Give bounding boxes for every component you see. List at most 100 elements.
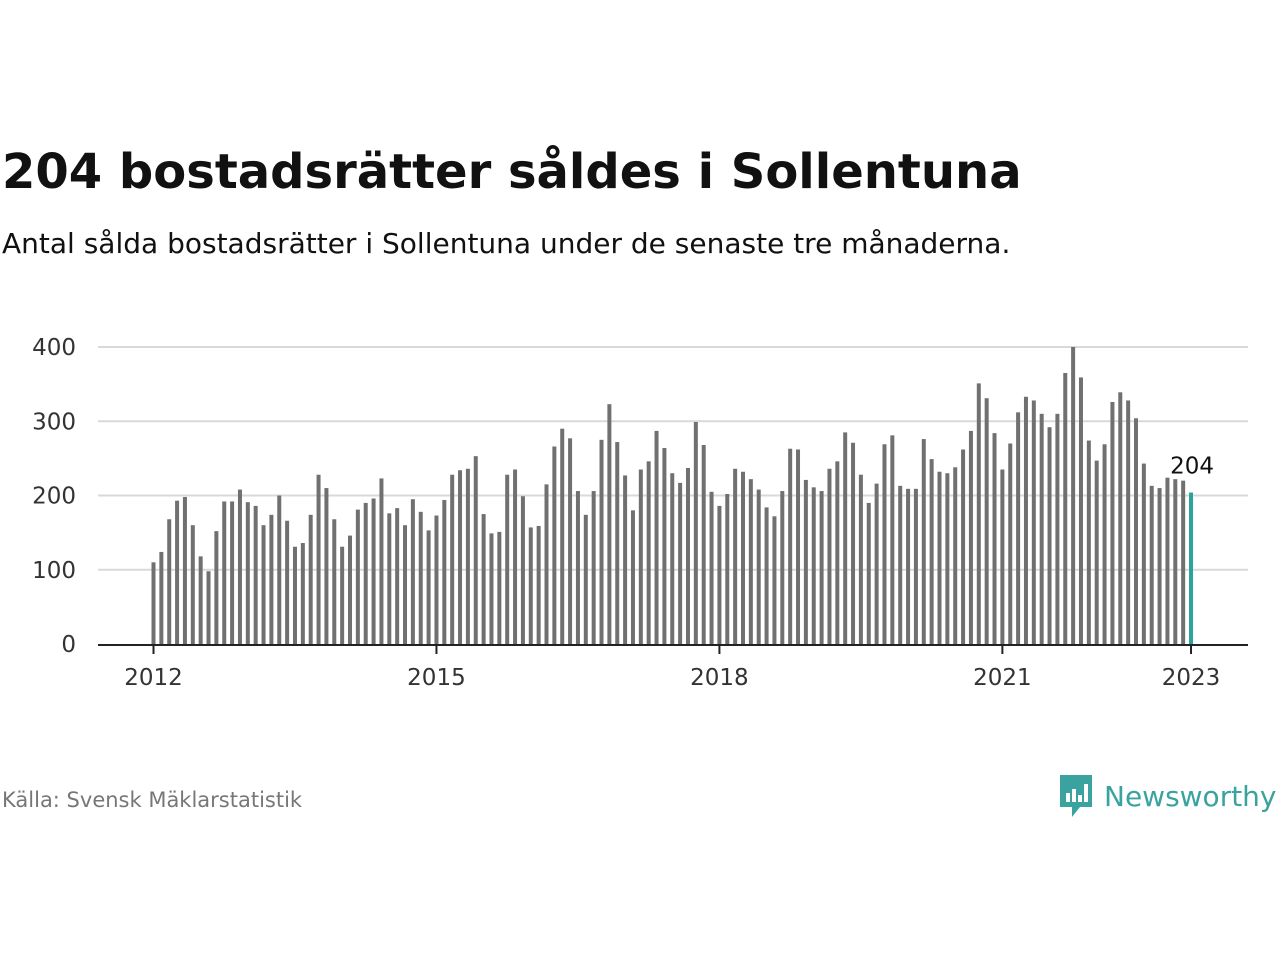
bar bbox=[866, 502, 871, 644]
bar bbox=[198, 556, 203, 644]
bar bbox=[308, 514, 313, 644]
bar bbox=[332, 519, 337, 644]
bar bbox=[426, 530, 431, 644]
brand-logo[interactable]: Newsworthy bbox=[1058, 772, 1277, 820]
bar bbox=[253, 505, 258, 644]
bar bbox=[1165, 477, 1170, 644]
bar-chart-speech-bubble-icon bbox=[1060, 775, 1092, 817]
bar bbox=[835, 461, 840, 644]
bar bbox=[976, 383, 981, 644]
bar bbox=[418, 511, 423, 644]
bar bbox=[1063, 372, 1068, 644]
x-tick-label: 2023 bbox=[1162, 665, 1221, 691]
bar bbox=[685, 468, 690, 644]
bar bbox=[1000, 469, 1005, 644]
bar bbox=[1157, 488, 1162, 644]
bar bbox=[536, 525, 541, 644]
x-tick-label: 2015 bbox=[407, 665, 466, 691]
bar bbox=[1102, 444, 1107, 644]
bar bbox=[756, 489, 761, 644]
bar bbox=[1071, 347, 1076, 644]
bar bbox=[819, 491, 824, 644]
bar bbox=[890, 435, 895, 644]
bar bbox=[575, 491, 580, 644]
bar bbox=[387, 513, 392, 644]
last-value-label: 204 bbox=[1170, 454, 1214, 480]
bar bbox=[961, 449, 966, 644]
bar bbox=[670, 473, 675, 644]
bar bbox=[269, 514, 274, 644]
bar bbox=[206, 571, 211, 644]
bar-chart: 0 100 200 300 400 2012 2015 2018 2021 2023 204 bbox=[32, 335, 1248, 691]
bar bbox=[222, 501, 227, 644]
bar bbox=[1110, 401, 1115, 644]
bar bbox=[803, 479, 808, 644]
bar bbox=[442, 499, 447, 644]
bar bbox=[340, 546, 345, 644]
bar bbox=[395, 508, 400, 644]
bar bbox=[159, 551, 164, 644]
bar bbox=[1134, 418, 1138, 644]
bar bbox=[725, 494, 730, 644]
bar bbox=[505, 474, 510, 644]
bar bbox=[434, 515, 439, 644]
bar bbox=[693, 421, 698, 644]
bar bbox=[607, 404, 612, 644]
bar bbox=[552, 446, 557, 644]
bar bbox=[544, 484, 549, 644]
bar bbox=[811, 487, 816, 644]
bar bbox=[748, 479, 753, 644]
bar bbox=[843, 432, 848, 644]
bar bbox=[921, 439, 926, 644]
bar bbox=[654, 430, 659, 644]
bar bbox=[968, 430, 973, 644]
annotations: 204 bbox=[1170, 454, 1214, 480]
bar bbox=[945, 473, 950, 644]
bar bbox=[450, 474, 455, 644]
bar bbox=[371, 498, 376, 644]
x-axis-ticks: 2012 2015 2018 2021 2023 bbox=[124, 646, 1220, 691]
bar bbox=[237, 489, 242, 644]
bar bbox=[1023, 396, 1028, 644]
y-axis-ticks: 0 100 200 300 400 bbox=[32, 335, 76, 658]
bar bbox=[913, 488, 918, 644]
bar bbox=[1094, 460, 1099, 644]
bar bbox=[1149, 485, 1154, 644]
bar bbox=[214, 531, 219, 644]
bar bbox=[1008, 443, 1013, 644]
y-tick-label: 400 bbox=[32, 335, 76, 361]
bar bbox=[1039, 413, 1044, 644]
y-tick-label: 300 bbox=[32, 409, 76, 435]
x-tick-label: 2021 bbox=[973, 665, 1032, 691]
bar bbox=[1055, 413, 1060, 644]
bar bbox=[1126, 400, 1131, 644]
source-note: Källa: Svensk Mäklarstatistik bbox=[2, 788, 303, 812]
bar bbox=[906, 488, 911, 644]
bar bbox=[678, 482, 683, 644]
bar bbox=[528, 527, 533, 644]
bar bbox=[937, 471, 942, 644]
bar bbox=[858, 474, 863, 644]
bar bbox=[827, 468, 832, 644]
bar bbox=[489, 533, 494, 644]
bar bbox=[458, 470, 463, 644]
bar bbox=[348, 535, 352, 644]
bar bbox=[261, 525, 266, 644]
bar bbox=[623, 475, 628, 644]
bar bbox=[1016, 412, 1021, 644]
bar bbox=[599, 439, 604, 644]
bar bbox=[497, 531, 502, 644]
bar bbox=[874, 483, 879, 644]
x-tick-label: 2018 bbox=[690, 665, 749, 691]
bar bbox=[363, 502, 368, 644]
bar bbox=[1047, 427, 1052, 644]
bar bbox=[481, 514, 486, 644]
bar bbox=[230, 501, 235, 644]
y-tick-label: 100 bbox=[32, 558, 76, 584]
bar bbox=[796, 449, 801, 644]
bar bbox=[560, 428, 565, 644]
bar bbox=[646, 461, 651, 644]
bar bbox=[929, 459, 934, 644]
bar bbox=[568, 438, 573, 644]
bar bbox=[403, 525, 408, 644]
